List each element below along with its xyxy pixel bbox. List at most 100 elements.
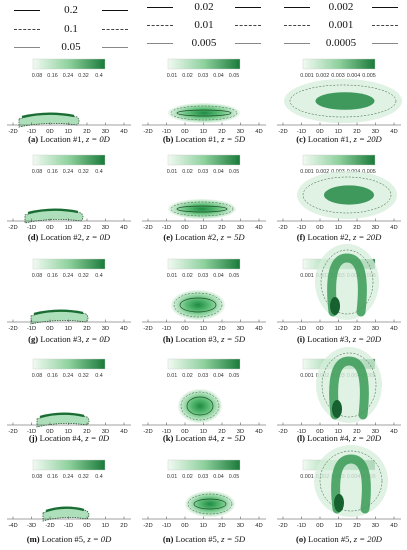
x-tick-label: 0D <box>46 326 53 332</box>
colorbar-tick-label: 0.08 <box>32 373 43 379</box>
x-tick-label: 0D <box>181 225 188 231</box>
plume-core <box>327 253 367 317</box>
colorbar: 0.01 0.02 0.03 0.04 0.05 <box>167 58 241 79</box>
x-tick-label: 2D <box>218 326 225 332</box>
legend-line <box>102 10 128 11</box>
colorbar-ramp <box>32 58 106 70</box>
panel-location: Location #1, <box>176 134 222 144</box>
colorbar: 0.08 0.16 0.24 0.32 0.4 <box>32 258 106 279</box>
x-tick-label: 4D <box>390 129 397 135</box>
colorbar-tick-label: 0.03 <box>198 273 209 279</box>
plume <box>185 491 235 517</box>
legend-col-3: 0.002 0.001 0.0005 <box>282 0 402 60</box>
colorbar-tick-label: 0.01 <box>167 73 178 79</box>
colorbar-tick-label: 0.32 <box>78 474 89 480</box>
x-tick-label: 0D <box>181 523 188 529</box>
x-tick-label: -1D <box>27 326 36 332</box>
panel-caption: (e) Location #2, z = 5D <box>163 232 245 242</box>
legend-line <box>284 25 310 26</box>
colorbar-ramp <box>32 154 106 166</box>
plume <box>315 244 379 320</box>
x-tick-label: -1D <box>27 429 36 435</box>
x-axis: -2D -1D 0D 1D 2D 3D 4D <box>7 319 131 332</box>
panel-label: (m) <box>27 534 42 544</box>
x-tick-label: 2D <box>353 523 360 529</box>
x-tick-label: -2D <box>278 523 287 529</box>
colorbar-tick-label: 0.24 <box>63 273 74 279</box>
panel-z: z = 0D <box>85 134 111 144</box>
plume-outer <box>25 209 83 223</box>
colorbar-tick-label: 0.02 <box>182 373 193 379</box>
panel-label: (f) <box>297 232 308 242</box>
legend-col-2: 0.02 0.01 0.005 <box>145 0 265 60</box>
legend-value: 0.002 <box>328 1 354 13</box>
x-tick-label: 3D <box>372 129 379 135</box>
panel-caption: (g) Location #3, z = 0D <box>28 334 111 344</box>
legend-line <box>284 7 310 8</box>
colorbar-tick-label: 0.16 <box>47 474 58 480</box>
legend-line <box>372 25 398 26</box>
x-tick-label: 0D <box>46 225 53 231</box>
x-tick-label: 1D <box>335 523 342 529</box>
panel-location: Location #3, <box>40 334 86 344</box>
colorbar-ramp <box>167 58 241 70</box>
contour-line <box>193 498 227 510</box>
colorbar-ramp <box>32 358 106 370</box>
colorbar-tick-label: 0.02 <box>182 73 193 79</box>
plume <box>24 208 84 224</box>
colorbar-tick-label: 0.16 <box>47 273 58 279</box>
contour-line <box>36 413 90 428</box>
panel-caption: (l) Location #4, z = 20D <box>297 433 382 443</box>
plume <box>171 290 225 320</box>
x-axis: -2D -1D 0D 1D 2D 3D 4D <box>142 422 266 435</box>
colorbar-tick-label: 0.04 <box>213 474 224 480</box>
colorbar-tick-label: 0.4 <box>95 273 103 279</box>
colorbar: 0.08 0.16 0.24 0.32 0.4 <box>32 459 106 480</box>
panel-caption: (c) Location #1, z = 20D <box>296 134 382 144</box>
panel-location: Location #5, <box>42 534 88 544</box>
colorbar-tick-label: 0.03 <box>198 169 209 175</box>
plume <box>284 79 402 123</box>
x-axis: -4D -3D -2D -1D 0D 1D 2D <box>7 516 131 529</box>
x-tick-label: 3D <box>237 326 244 332</box>
legend-value: 0.001 <box>328 19 354 31</box>
x-tick-label: 0D <box>316 523 323 529</box>
colorbar-ramp <box>32 258 106 270</box>
colorbar-tick-label: 0.002 <box>316 169 330 175</box>
x-axis: -2D -1D 0D 1D 2D 3D 4D <box>142 319 266 332</box>
panel-label: (l) <box>297 433 307 443</box>
colorbar-tick-label: 0.02 <box>182 273 193 279</box>
panel-location: Location #4, <box>40 433 86 443</box>
x-tick-label: 2D <box>353 326 360 332</box>
colorbar-tick-label: 0.03 <box>198 474 209 480</box>
legend-line <box>102 47 128 48</box>
colorbar-tick-label: 0.4 <box>95 169 103 175</box>
plume <box>30 309 89 325</box>
plume-outer <box>185 491 235 517</box>
x-axis: -2D -1D 0D 1D 2D 3D 4D <box>7 422 131 435</box>
panel-z: z = 20D <box>352 334 382 344</box>
legend-value: 0.2 <box>64 4 78 16</box>
x-tick-label: 2D <box>353 429 360 435</box>
x-tick-label: 3D <box>372 225 379 231</box>
panel-label: (e) <box>163 232 175 242</box>
x-tick-label: -1D <box>162 523 171 529</box>
plume <box>297 171 397 219</box>
x-tick-label: 4D <box>390 225 397 231</box>
colorbar-tick-label: 0.05 <box>229 474 240 480</box>
panel-label: (c) <box>296 134 308 144</box>
panel-location: Location #3, <box>307 334 353 344</box>
x-tick-label: 3D <box>372 326 379 332</box>
x-tick-label: 4D <box>120 429 127 435</box>
panel-caption: (n) Location #5, z = 5D <box>163 534 246 544</box>
panel-location: Location #4, <box>176 433 222 443</box>
colorbar-tick-label: 0.05 <box>229 73 240 79</box>
panel-z: z = 20D <box>353 534 383 544</box>
legend-row: 0.001 <box>282 17 402 34</box>
panel-z: z = 0D <box>86 534 112 544</box>
legend-line <box>372 7 398 8</box>
x-tick-label: 3D <box>102 429 109 435</box>
x-axis: -2D -1D 0D 1D 2D 3D 4D <box>277 218 401 231</box>
x-tick-label: -2D <box>45 523 54 529</box>
